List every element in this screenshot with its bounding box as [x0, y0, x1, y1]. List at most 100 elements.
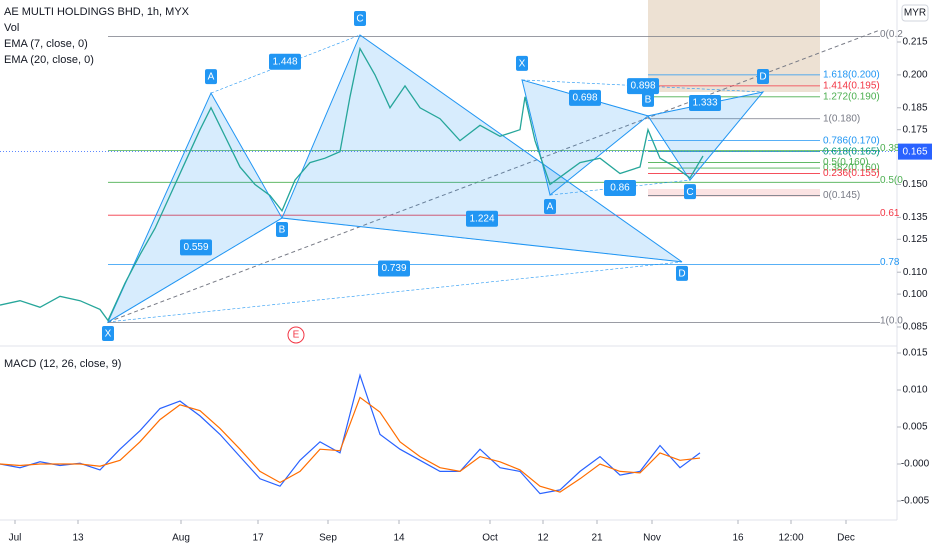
level-label: 0.5(0	[880, 175, 903, 186]
last-price-label: 0.165	[902, 146, 927, 157]
macd-line	[0, 396, 701, 493]
point-badge	[205, 69, 217, 85]
ratio-badge	[689, 94, 721, 111]
ratio-label: 0.559	[183, 242, 208, 253]
macd-legend: MACD (12, 26, close, 9)	[4, 358, 121, 370]
ratio-label: 0.698	[572, 93, 597, 104]
harmonic-leg	[107, 261, 683, 323]
earnings-event[interactable]	[287, 326, 305, 344]
price-tick-label: 0.125	[902, 234, 927, 245]
position-target-zone	[648, 0, 820, 92]
time-tick-label: Aug	[172, 533, 190, 544]
point-label: B	[645, 95, 652, 106]
fib-label: 0.236(0.155)	[823, 168, 880, 179]
time-tick-label: Oct	[482, 533, 498, 544]
price-line	[0, 46, 704, 322]
harmonic-leg	[210, 34, 361, 94]
ema-legend: EMA (20, close, 0)	[4, 54, 94, 66]
price-tick-label: 0.200	[902, 70, 927, 81]
level-label: 0.61	[880, 208, 900, 219]
fib-label: 1(0.180)	[823, 113, 860, 124]
point-badge	[354, 10, 366, 26]
time-tick-label: Dec	[837, 533, 855, 544]
currency-label[interactable]: MYR	[904, 8, 926, 19]
point-label: X	[105, 329, 112, 340]
point-label: D	[678, 269, 685, 280]
point-badge	[516, 55, 528, 71]
volume-legend: Vol	[4, 22, 19, 34]
ratio-badge	[269, 53, 301, 70]
price-tick-label: 0.215	[902, 37, 927, 48]
earnings-event-label[interactable]: E	[293, 330, 300, 341]
point-badge	[757, 68, 769, 84]
time-tick-label: 13	[72, 533, 84, 544]
symbol-title: AE MULTI HOLDINGS BHD, 1h, MYX	[4, 6, 190, 18]
fib-label: 0.5(0.160)	[823, 157, 869, 168]
time-tick-label: Nov	[643, 533, 661, 544]
point-label: C	[356, 14, 363, 25]
point-label: A	[547, 202, 554, 213]
ratio-badge	[180, 239, 212, 256]
point-badge	[642, 91, 654, 107]
ratio-label: 1.224	[469, 213, 494, 224]
trend-line	[107, 29, 881, 323]
ratio-label: 1.448	[272, 56, 297, 67]
point-badge	[684, 184, 696, 200]
point-label: C	[686, 187, 693, 198]
last-price-badge	[898, 143, 932, 160]
harmonic-leg	[647, 91, 764, 117]
level-label: 1(0.0	[880, 315, 903, 326]
time-tick-label: 17	[252, 533, 264, 544]
ema-legend: EMA (7, close, 0)	[4, 38, 88, 50]
macd-tick-label: 0.015	[902, 348, 927, 359]
price-tick-label: 0.185	[902, 102, 927, 113]
time-tick-label: 12	[537, 533, 549, 544]
point-label: D	[759, 72, 766, 83]
price-tick-label: 0.150	[902, 179, 927, 190]
time-tick-label: 14	[393, 533, 405, 544]
position-stop-zone	[648, 189, 820, 197]
ratio-label: 0.86	[610, 183, 630, 194]
macd-tick-label: -0.005	[901, 496, 930, 507]
price-tick-label: 0.175	[902, 124, 927, 135]
macd-tick-label: 0.005	[902, 422, 927, 433]
ratio-badge	[569, 89, 601, 106]
point-badge	[276, 222, 288, 238]
price-tick-label: 0.100	[902, 289, 927, 300]
harmonic-leg	[107, 217, 283, 323]
ratio-label: 0.739	[381, 263, 406, 274]
ratio-badge	[604, 180, 636, 197]
point-badge	[676, 265, 688, 281]
point-label: B	[279, 225, 286, 236]
macd-line	[0, 373, 701, 495]
ratio-badge	[627, 78, 659, 95]
macd-tick-label: 0.010	[902, 385, 927, 396]
fib-label: 0.382(0.160)	[823, 163, 880, 174]
fib-label: 0.618(0.165)	[823, 146, 880, 157]
time-tick-label: Sep	[319, 533, 337, 544]
currency-button[interactable]	[901, 4, 929, 22]
level-label: 0(0.2	[880, 29, 903, 40]
price-tick-label: 0.135	[902, 212, 927, 223]
ratio-badge	[378, 260, 410, 277]
fib-label: 0(0.145)	[823, 190, 860, 201]
point-label: A	[208, 72, 215, 83]
fib-label: 0.786(0.170)	[823, 135, 880, 146]
price-tick-label: 0.110	[903, 267, 928, 278]
time-tick-label: 21	[591, 533, 603, 544]
point-badge	[544, 199, 556, 215]
point-badge	[102, 325, 114, 341]
time-tick-label: Jul	[9, 533, 22, 544]
time-tick-label: 12:00	[778, 533, 803, 544]
price-tick-label: 0.085	[902, 322, 927, 333]
fib-label: 1.414(0.195)	[823, 80, 880, 91]
ratio-badge	[466, 210, 498, 227]
fib-label: 1.618(0.200)	[823, 70, 880, 81]
point-label: X	[519, 59, 526, 70]
ratio-label: 0.898	[630, 81, 655, 92]
level-label: 0.38	[880, 143, 900, 154]
time-tick-label: 16	[732, 533, 744, 544]
level-label: 0.78	[880, 257, 900, 268]
ratio-label: 1.333	[692, 98, 717, 109]
